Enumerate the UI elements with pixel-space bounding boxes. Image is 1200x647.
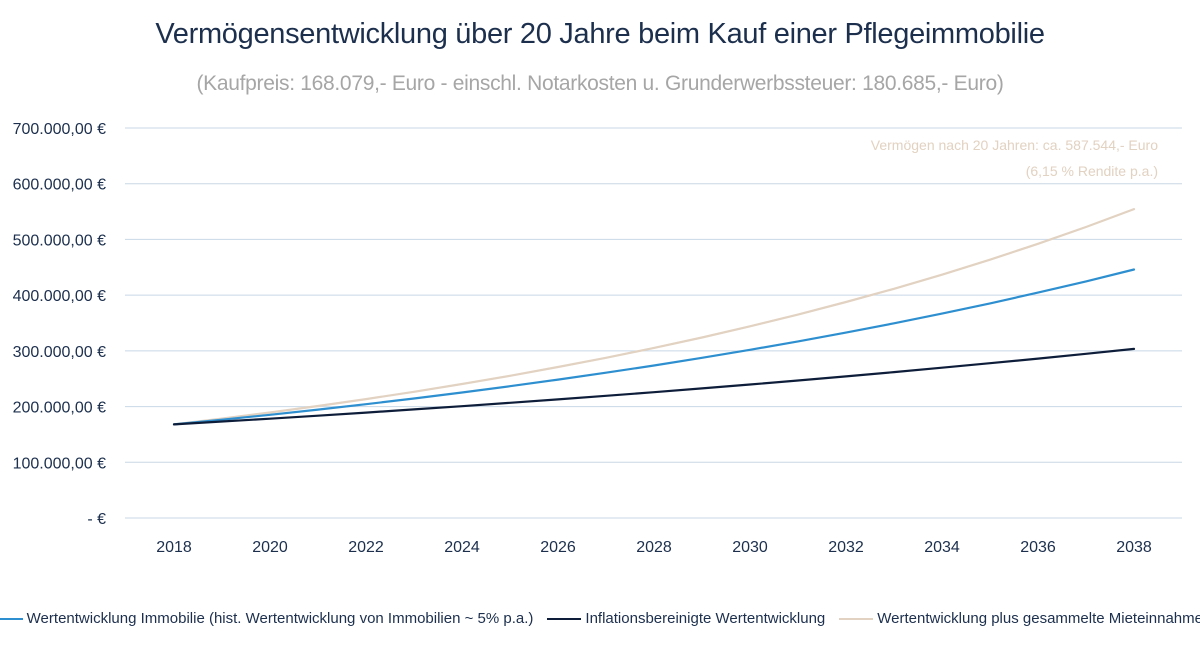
y-tick-label: 500.000,00 €	[13, 232, 107, 249]
legend-label: Wertentwicklung Immobilie (hist. Wertent…	[26, 610, 534, 627]
annotation: Vermögen nach 20 Jahren: ca. 587.544,- E…	[871, 137, 1158, 179]
legend-swatch	[547, 617, 582, 620]
annotation-line-1: Vermögen nach 20 Jahren: ca. 587.544,- E…	[871, 137, 1158, 153]
series-line-3	[172, 208, 1136, 426]
x-tick-label: 2028	[636, 539, 672, 556]
x-tick-label: 2026	[540, 539, 576, 556]
x-tick-label: 2030	[732, 539, 768, 556]
legend-item: Wertentwicklung Immobilie (hist. Wertent…	[0, 610, 533, 627]
series-line-1	[172, 268, 1136, 426]
x-tick-label: 2036	[1020, 539, 1056, 556]
x-tick-label: 2020	[252, 539, 288, 556]
chart-legend: Wertentwicklung Immobilie (hist. Wertent…	[0, 610, 1200, 627]
legend-label: Wertentwicklung plus gesammelte Mieteinn…	[877, 610, 1200, 627]
x-tick-label: 2024	[444, 539, 480, 556]
y-tick-label: 100.000,00 €	[13, 455, 107, 472]
y-tick-label: 400.000,00 €	[13, 288, 107, 305]
x-tick-label: 2018	[156, 539, 192, 556]
y-tick-label: 200.000,00 €	[13, 400, 107, 417]
y-tick-label: - €	[87, 511, 106, 528]
y-axis-labels: - € 100.000,00 € 200.000,00 € 300.000,00 € 4…	[13, 121, 107, 528]
legend-item: Inflationsbereinigte Wertentwicklung	[547, 610, 825, 627]
x-tick-label: 2022	[348, 539, 384, 556]
legend-label: Inflationsbereinigte Wertentwicklung	[585, 610, 826, 627]
chart-subtitle: (Kaufpreis: 168.079,- Euro - einschl. No…	[196, 72, 1004, 95]
legend-item: Wertentwicklung plus gesammelte Mieteinn…	[839, 610, 1200, 627]
x-tick-label: 2034	[924, 539, 960, 556]
series-lines	[172, 208, 1136, 426]
chart-title: Vermögensentwicklung über 20 Jahre beim …	[155, 18, 1045, 50]
y-tick-label: 300.000,00 €	[13, 344, 107, 361]
annotation-line-2: (6,15 % Rendite p.a.)	[1026, 163, 1158, 179]
legend-swatch	[839, 617, 874, 620]
x-tick-label: 2038	[1116, 539, 1152, 556]
gridlines	[125, 127, 1182, 519]
x-axis-labels: 2018 2020 2022 2024 2026 2028 2030 2032 2034 2036…	[156, 539, 1152, 556]
series-line-2	[172, 347, 1136, 426]
legend-swatch	[0, 617, 23, 620]
x-tick-label: 2032	[828, 539, 864, 556]
y-tick-label: 600.000,00 €	[13, 177, 107, 194]
y-tick-label: 700.000,00 €	[13, 121, 107, 138]
